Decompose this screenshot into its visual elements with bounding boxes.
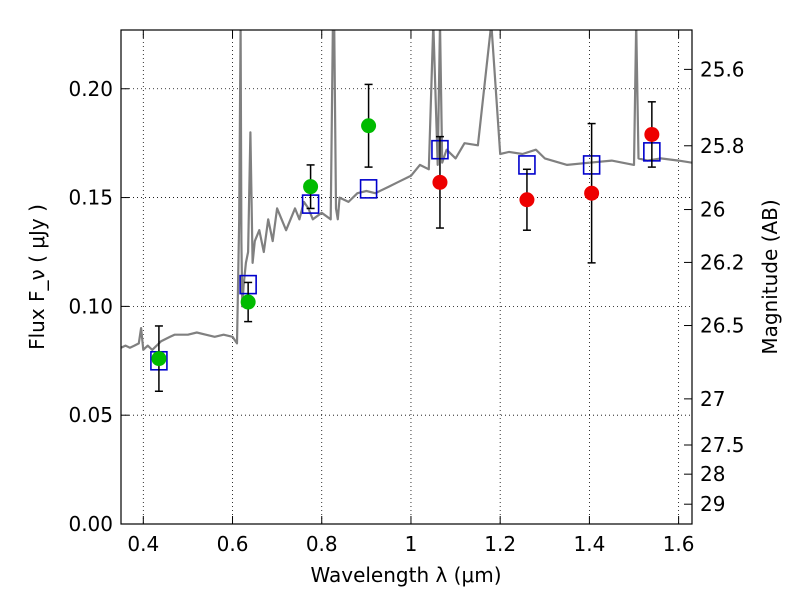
right-axis-ticks: 25.6 25.8 26 26.2 26.5 27 27.5 28 29 <box>684 57 745 516</box>
x-axis-ticks: 0.4 0.6 0.8 1 1.2 1.4 1.6 <box>127 30 695 556</box>
right-tick-label: 27 <box>700 387 725 411</box>
y-tick-label: 0.05 <box>68 403 113 427</box>
model-spectrum-group <box>121 30 692 351</box>
plot-frame <box>120 29 693 525</box>
observed-flux-point <box>519 192 535 208</box>
x-tick-label: 1.2 <box>484 532 516 556</box>
observed-flux-point <box>240 294 256 310</box>
x-tick-label: 0.4 <box>127 532 159 556</box>
grid-lines <box>121 30 692 525</box>
y-tick-label: 0.15 <box>68 186 113 210</box>
right-axis-label: Magnitude (AB) <box>758 199 782 354</box>
right-tick-label: 28 <box>700 462 725 486</box>
y-tick-label: 0.20 <box>68 77 113 101</box>
y-tick-label: 0.10 <box>68 294 113 318</box>
right-tick-label: 26.2 <box>700 250 745 274</box>
model-photometry-square <box>359 179 378 199</box>
model-spectrum-line <box>121 30 692 351</box>
observed-flux-point <box>644 126 660 142</box>
y-tick-label: 0.00 <box>68 512 113 536</box>
right-tick-label: 25.6 <box>700 57 745 81</box>
right-tick-label: 26.5 <box>700 314 745 338</box>
observed-flux-point <box>151 351 167 367</box>
x-tick-label: 1.4 <box>573 532 605 556</box>
y-axis-label: Flux F_ν ( μJy ) <box>25 204 49 350</box>
right-tick-label: 29 <box>700 492 725 516</box>
observed-flux-point <box>303 179 319 195</box>
x-axis-label: Wavelength λ (μm) <box>310 563 501 587</box>
photometry-points <box>150 83 661 393</box>
right-tick-label: 26 <box>700 198 725 222</box>
observed-flux-point <box>361 118 377 134</box>
right-tick-label: 25.8 <box>700 134 745 158</box>
x-tick-label: 1.6 <box>663 532 695 556</box>
x-tick-label: 0.8 <box>306 532 338 556</box>
observed-flux-point <box>584 185 600 201</box>
right-tick-label: 27.5 <box>700 433 745 457</box>
observed-flux-point <box>432 174 448 190</box>
x-tick-label: 0.6 <box>217 532 249 556</box>
y-axis-ticks: 0.00 0.05 0.10 0.15 0.20 <box>68 77 129 536</box>
x-tick-label: 1 <box>405 532 418 556</box>
